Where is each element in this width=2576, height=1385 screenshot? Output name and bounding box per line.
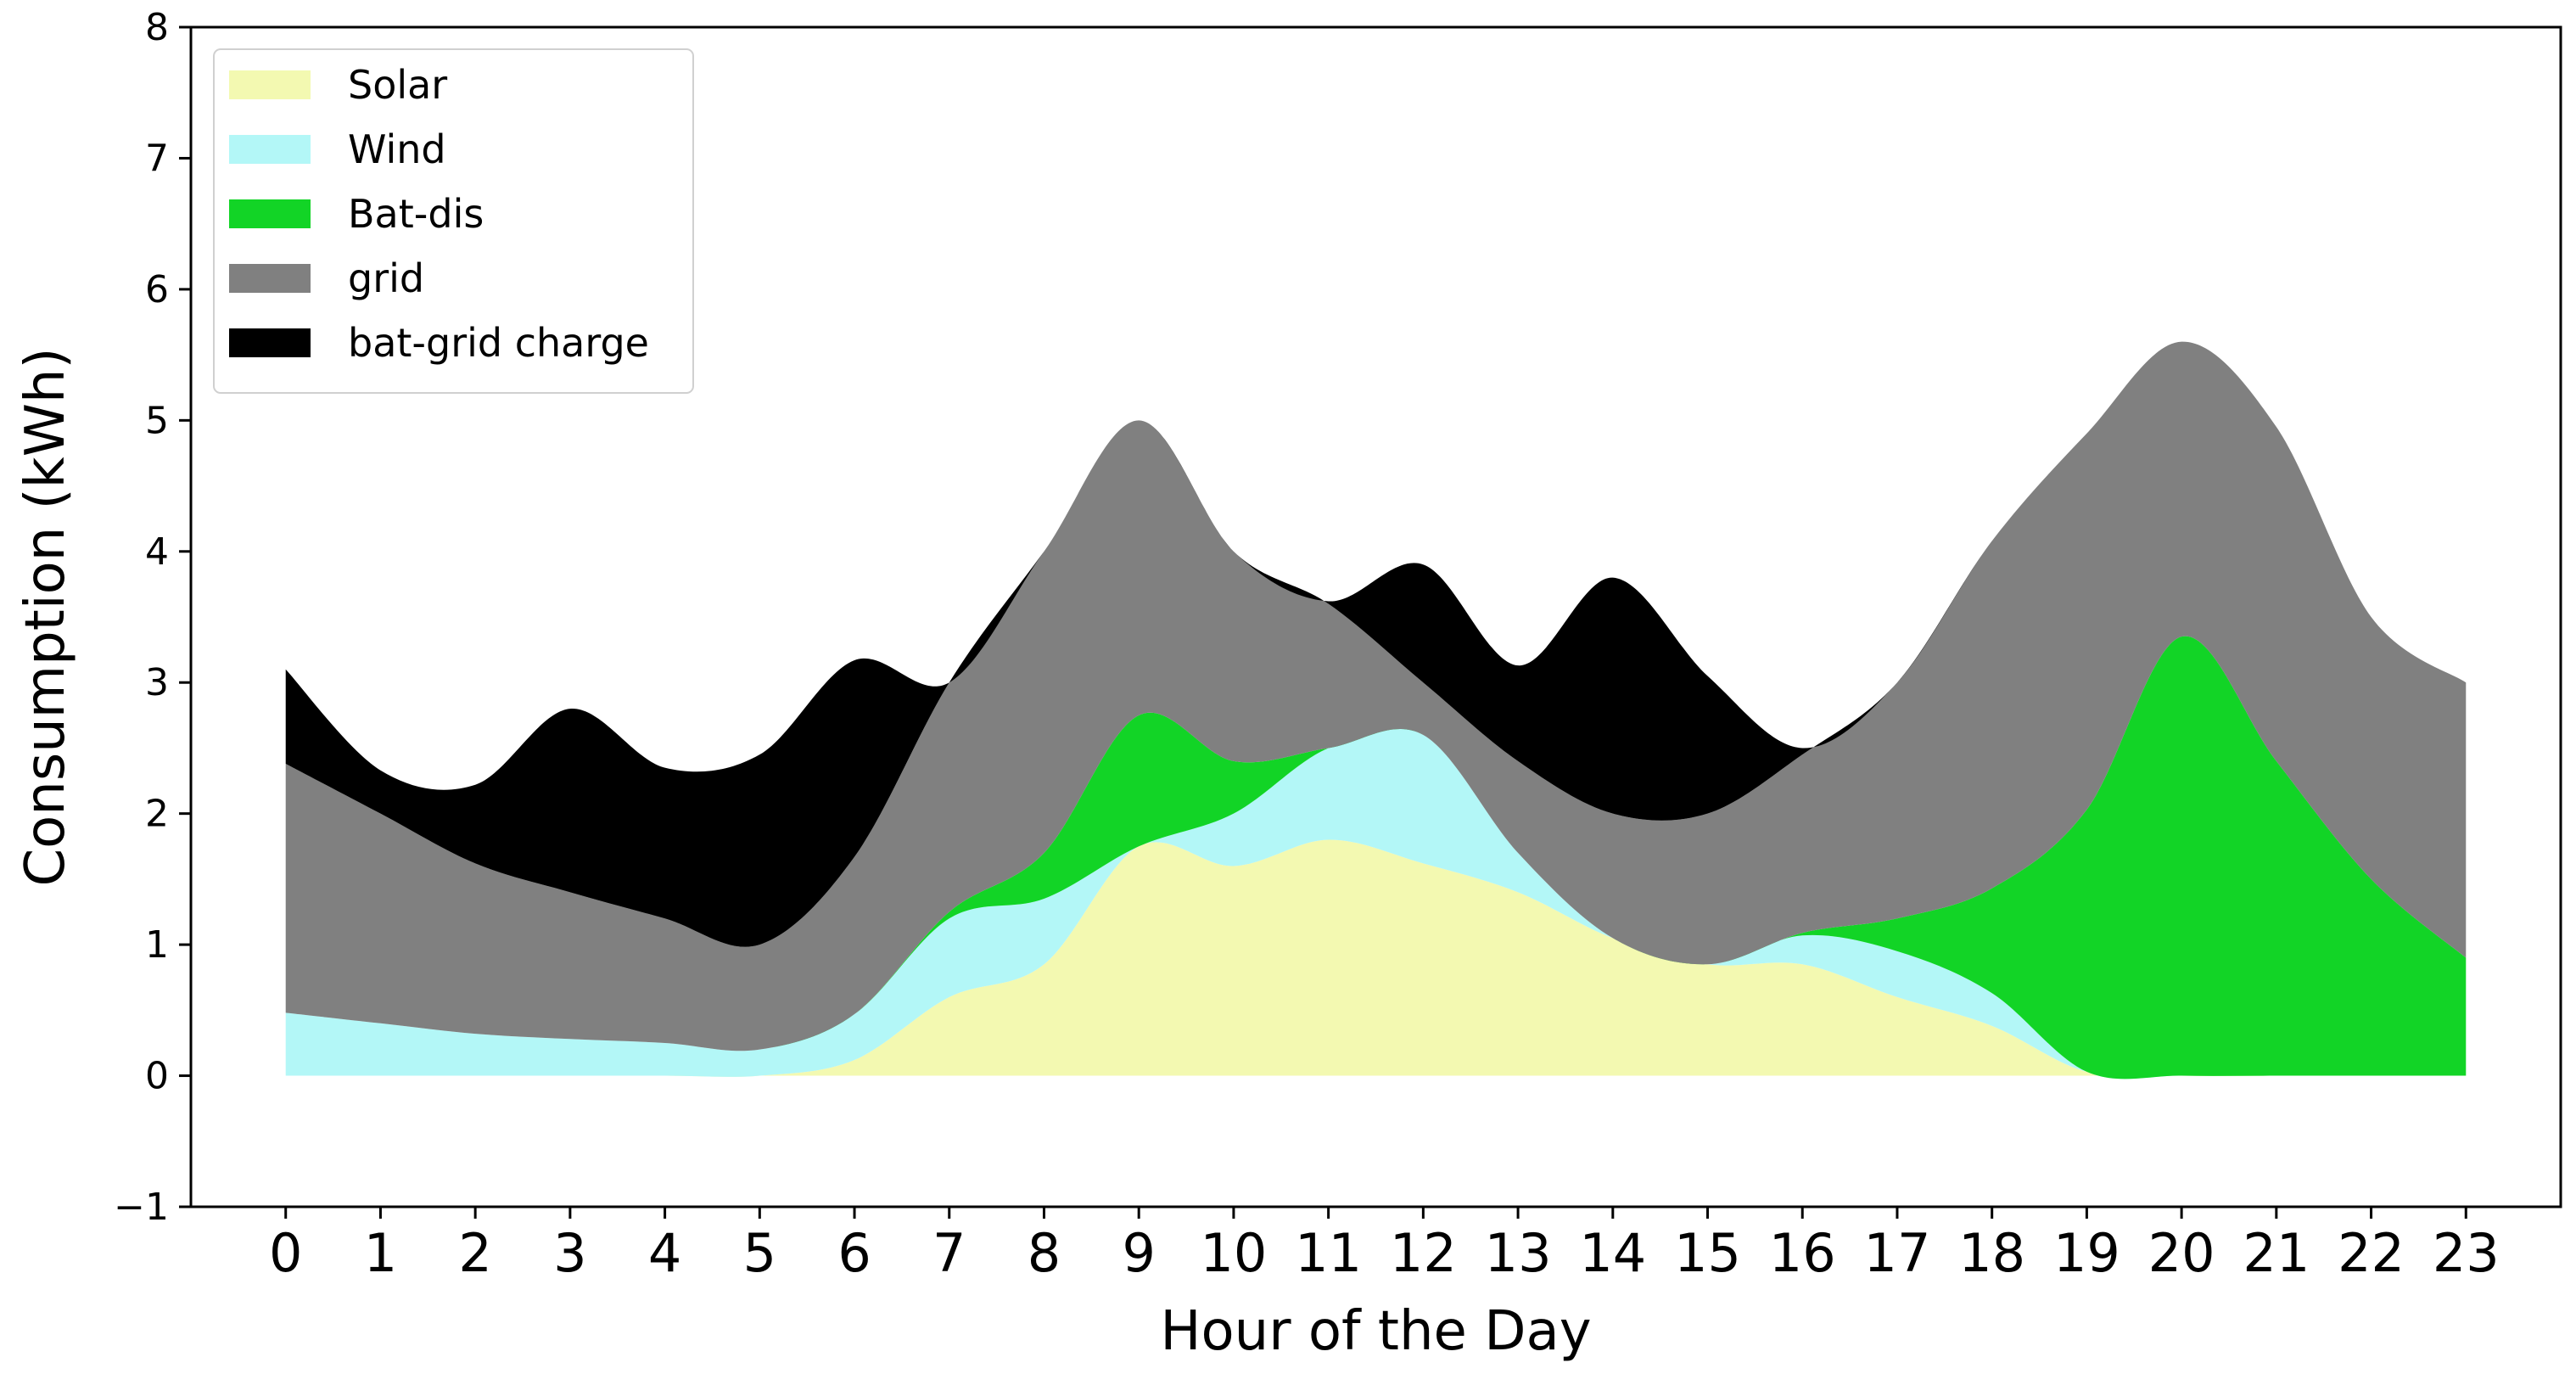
- area-grid: [285, 341, 2467, 1051]
- legend-box: [213, 48, 694, 394]
- y-tick-label: 7: [145, 137, 169, 180]
- x-tick-label: 7: [932, 1222, 966, 1284]
- x-tick-label: 11: [1295, 1222, 1362, 1284]
- legend-swatch-bat-grid-charge: [229, 328, 311, 357]
- x-tick-label: 13: [1485, 1222, 1552, 1284]
- y-tick-label: 5: [145, 399, 169, 442]
- legend-label-bat-grid-charge: bat-grid charge: [348, 320, 649, 366]
- legend-swatch-grid: [229, 264, 311, 293]
- legend-swatch-wind: [229, 135, 311, 164]
- legend: Solar Wind Bat-dis grid bat-grid charge: [213, 48, 694, 394]
- y-tick-label: 6: [145, 268, 169, 311]
- x-tick-label: 8: [1028, 1222, 1061, 1284]
- x-axis-title: Hour of the Day: [1160, 1300, 1591, 1363]
- x-tick-label: 12: [1390, 1222, 1457, 1284]
- x-tick-label: 15: [1674, 1222, 1741, 1284]
- area-solar: [285, 839, 2467, 1077]
- legend-label-bat-dis: Bat-dis: [348, 191, 484, 237]
- x-tick-label: 4: [648, 1222, 681, 1284]
- y-tick-label: 1: [145, 923, 169, 967]
- legend-label-grid: grid: [348, 255, 424, 301]
- y-tick-label: 3: [145, 661, 169, 704]
- x-tick-label: 22: [2338, 1222, 2405, 1284]
- x-tick-label: 14: [1579, 1222, 1646, 1284]
- x-tick-label: 17: [1864, 1222, 1931, 1284]
- x-tick-label: 9: [1122, 1222, 1155, 1284]
- plot-frame: [189, 25, 2562, 1208]
- x-tick-label: 6: [837, 1222, 871, 1284]
- x-tick-label: 23: [2433, 1222, 2500, 1284]
- x-tick-label: 21: [2243, 1222, 2310, 1284]
- x-tick-label: 1: [364, 1222, 397, 1284]
- x-axis: 0 1 2 3 4 5 6 7 8 9 10 11 12 13 14 15 16 17 18 19 20 21 22 23: [269, 1207, 2500, 1284]
- legend-swatch-solar: [229, 70, 311, 99]
- x-tick-label: 19: [2053, 1222, 2120, 1284]
- x-tick-label: 2: [458, 1222, 491, 1284]
- area-bat-grid-charge: [285, 341, 2467, 947]
- area-wind: [285, 727, 2467, 1079]
- legend-label-solar: Solar: [348, 62, 447, 108]
- y-axis: −1 0 1 2 3 4 5 6 7 8: [114, 6, 191, 1229]
- x-tick-label: 18: [1958, 1222, 2025, 1284]
- x-tick-label: 5: [743, 1222, 776, 1284]
- y-tick-label: 2: [145, 793, 169, 836]
- x-tick-label: 3: [553, 1222, 586, 1284]
- y-tick-label: −1: [114, 1186, 169, 1229]
- y-axis-title: Consumption (kWh): [14, 347, 77, 886]
- x-tick-label: 0: [269, 1222, 302, 1284]
- y-tick-label: 0: [145, 1055, 169, 1098]
- x-tick-label: 10: [1200, 1222, 1267, 1284]
- legend-label-wind: Wind: [348, 126, 446, 172]
- legend-swatch-bat-dis: [229, 199, 311, 228]
- x-tick-label: 16: [1769, 1222, 1836, 1284]
- y-tick-label: 4: [145, 530, 169, 574]
- areas-layer: [285, 341, 2467, 1079]
- x-tick-label: 20: [2148, 1222, 2215, 1284]
- y-tick-label: 8: [145, 6, 169, 49]
- area-bat-dis: [285, 636, 2467, 1079]
